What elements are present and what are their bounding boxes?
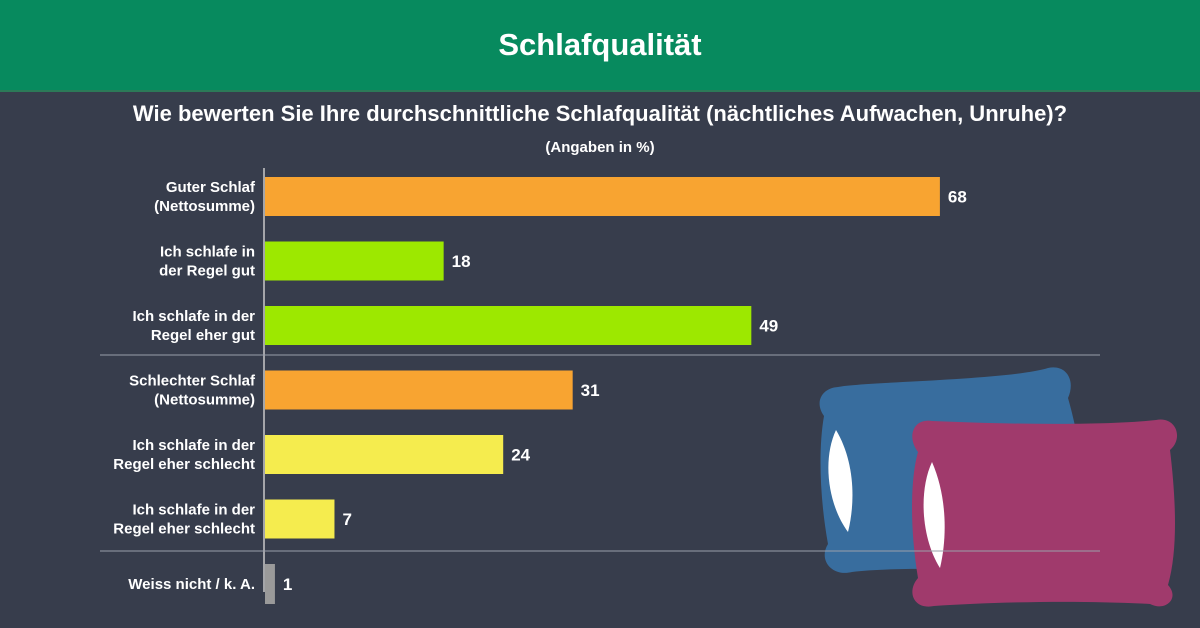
category-label: Regel eher schlecht	[113, 456, 255, 473]
category-label: (Nettosumme)	[154, 392, 255, 409]
data-label: 24	[511, 446, 530, 465]
bar	[265, 370, 573, 410]
header-bar: Schlafqualität	[0, 0, 1200, 92]
bar	[265, 177, 940, 216]
data-label: 49	[759, 317, 778, 336]
data-label: 7	[342, 510, 351, 529]
category-label: Weiss nicht / k. A.	[128, 576, 255, 593]
category-label: Schlechter Schlaf	[129, 373, 256, 390]
bar	[265, 499, 335, 539]
category-label: Ich schlafe in der	[132, 308, 255, 325]
category-label: Regel eher schlecht	[113, 521, 255, 538]
bar	[265, 435, 504, 474]
chart-title: Wie bewerten Sie Ihre durchschnittliche …	[132, 101, 1068, 126]
data-label: 31	[581, 381, 600, 400]
category-label: Ich schlafe in	[160, 244, 255, 261]
bar	[265, 306, 752, 345]
category-label: (Nettosumme)	[154, 198, 255, 215]
data-label: 18	[452, 252, 471, 271]
category-label: Ich schlafe in der	[132, 502, 255, 519]
category-label: Regel eher gut	[151, 327, 255, 344]
bar	[265, 564, 275, 604]
back-pillow-highlight-icon	[828, 430, 853, 532]
front-pillow-icon	[912, 419, 1178, 607]
data-label: 1	[283, 575, 292, 594]
page-title: Schlafqualität	[498, 27, 702, 62]
bars-group: 68 Guter Schlaf (Nettosumme) 18 Ich schlafe …	[113, 177, 967, 604]
front-pillow-highlight-icon	[923, 462, 945, 568]
category-label: Ich schlafe in der	[132, 437, 255, 454]
category-label: Guter Schlaf	[166, 179, 256, 196]
chart-subtitle: (Angaben in %)	[545, 139, 655, 156]
bar	[265, 241, 444, 281]
pillow-illustration	[819, 367, 1178, 607]
data-label: 68	[948, 188, 967, 207]
category-label: der Regel gut	[159, 263, 255, 280]
